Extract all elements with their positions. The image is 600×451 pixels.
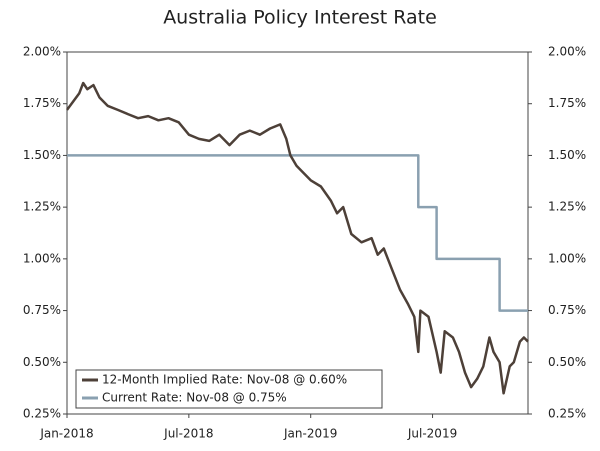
x-tick-label: Jan-2018 (39, 427, 93, 441)
x-tick-label: Jul-2019 (407, 427, 457, 441)
y-tick-label: 2.00% (23, 45, 61, 59)
y2-tick-label: 2.00% (548, 45, 586, 59)
legend-label: Current Rate: Nov-08 @ 0.75% (102, 391, 287, 405)
line-series (65, 81, 529, 395)
y-tick-label: 1.75% (23, 96, 61, 110)
y2-tick-label: 1.25% (548, 200, 586, 214)
y-tick-label: 0.50% (23, 355, 61, 369)
y-tick-label: 0.75% (23, 303, 61, 317)
y2-tick-label: 1.50% (548, 148, 586, 162)
plot-frame (66, 51, 529, 415)
y2-tick-label: 0.25% (548, 407, 586, 421)
x-tick-label: Jan-2019 (283, 427, 337, 441)
legend-box (75, 369, 383, 409)
y2-tick-label: 0.50% (548, 355, 586, 369)
chart-title: Australia Policy Interest Rate (163, 7, 437, 29)
y-tick-label: 0.25% (23, 407, 61, 421)
y-tick-label: 1.25% (23, 200, 61, 214)
line-series (67, 154, 528, 312)
x-tick-label: Jul-2018 (163, 427, 213, 441)
y2-tick-label: 1.75% (548, 96, 586, 110)
y2-tick-label: 0.75% (548, 303, 586, 317)
y-tick-label: 1.50% (23, 148, 61, 162)
y2-tick-label: 1.00% (548, 251, 586, 265)
y-tick-label: 1.00% (23, 251, 61, 265)
legend-label: 12-Month Implied Rate: Nov-08 @ 0.60% (102, 373, 347, 387)
